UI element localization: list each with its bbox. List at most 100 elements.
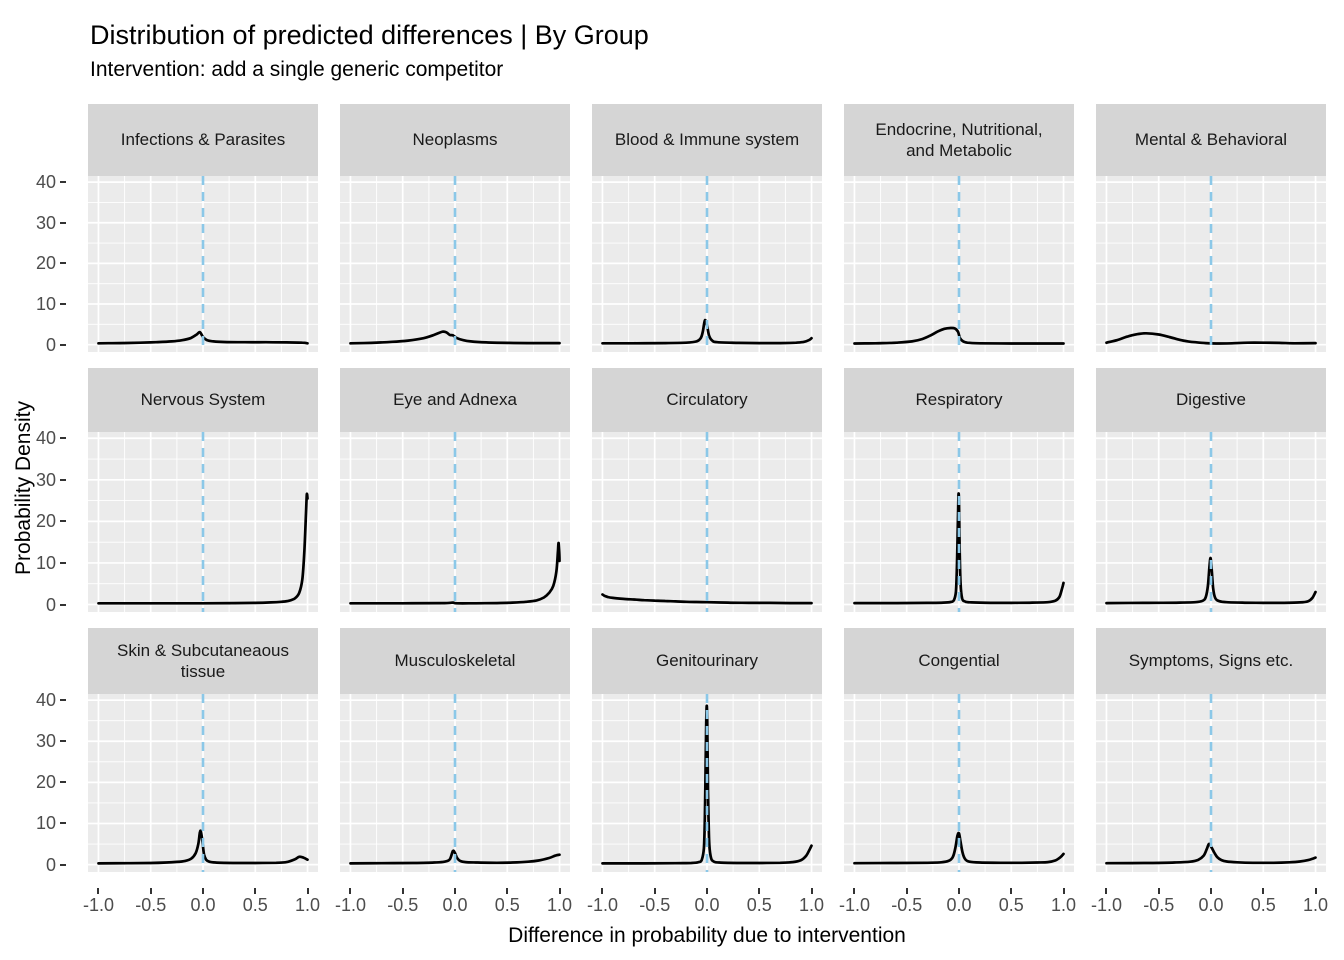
x-tick-label: 0.0 (946, 895, 972, 915)
facet-cell: Musculoskeletal (340, 628, 570, 872)
x-tick-label: 0.0 (190, 895, 216, 915)
density-panel (592, 694, 822, 872)
x-tick-mark (853, 888, 856, 894)
density-curve (349, 541, 561, 605)
x-axis-spacer (0, 888, 66, 918)
facet-cell: Infections & Parasites (88, 104, 318, 352)
x-tick-mark (810, 888, 813, 894)
x-tick-mark (349, 888, 352, 894)
y-tick-mark (60, 781, 66, 784)
facet-strip-label: Mental & Behavioral (1096, 104, 1326, 176)
x-tick-label: 0.5 (1250, 895, 1276, 915)
x-tick-mark (401, 888, 404, 894)
x-tick-mark (254, 888, 257, 894)
y-tick-label: 0 (45, 334, 56, 355)
y-tick-mark (60, 863, 66, 866)
y-tick-mark (60, 181, 66, 184)
x-tick-label: -1.0 (82, 895, 114, 915)
facet-strip-label: Endocrine, Nutritional, and Metabolic (844, 104, 1074, 176)
y-tick-label: 10 (35, 552, 56, 573)
x-tick-label: 0.5 (494, 895, 520, 915)
density-panel (1096, 176, 1326, 352)
density-panel (844, 694, 1074, 872)
y-tick-label: 40 (35, 172, 56, 193)
density-curve (97, 492, 309, 605)
y-tick-label: 10 (35, 294, 56, 315)
facet-row: 0 10 20 30 40 Infections & Parasites Neoplasms… (0, 104, 1344, 355)
facet-grid: 0 10 20 30 40 Infections & Parasites Neoplasms… (0, 104, 1344, 918)
facet-cell: Endocrine, Nutritional, and Metabolic (844, 104, 1074, 352)
x-axis-cell: -1.0 -0.5 0.0 0.5 1.0 (1091, 888, 1328, 918)
x-tick-mark (558, 888, 561, 894)
facet-strip-label: Skin & Subcutaneaous tissue (88, 628, 318, 694)
facet-strip-label: Congential (844, 628, 1074, 694)
x-tick-label: -1.0 (334, 895, 366, 915)
x-tick-label: 0.5 (242, 895, 268, 915)
x-tick-label: 1.0 (1303, 895, 1329, 915)
facet-cell: Respiratory (844, 368, 1074, 612)
y-tick-mark (60, 303, 66, 306)
x-tick-mark (1314, 888, 1317, 894)
x-tick-label: 0.0 (694, 895, 720, 915)
density-curve (853, 831, 1065, 865)
y-tick-mark (60, 437, 66, 440)
x-tick-label: -0.5 (891, 895, 923, 915)
density-panel (340, 694, 570, 872)
x-tick-mark (1262, 888, 1265, 894)
x-tick-label: 1.0 (799, 895, 825, 915)
facet-cell: Neoplasms (340, 104, 570, 352)
x-tick-mark (758, 888, 761, 894)
x-tick-label: -0.5 (387, 895, 419, 915)
facet-row: 0 10 20 30 40 Skin & Subcutaneaous tissue Musc… (0, 628, 1344, 875)
density-curve (97, 829, 309, 865)
density-panel (88, 694, 318, 872)
x-tick-mark (306, 888, 309, 894)
density-curve (853, 326, 1065, 345)
density-panel (844, 176, 1074, 352)
facet-strip-label: Blood & Immune system (592, 104, 822, 176)
facet-strip-label: Musculoskeletal (340, 628, 570, 694)
x-axis-cell: -1.0 -0.5 0.0 0.5 1.0 (587, 888, 824, 918)
x-axis-row: -1.0 -0.5 0.0 0.5 1.0 -1.0 -0.5 0.0 0.5 1.0 -1.0 -0… (0, 888, 1344, 918)
facet-cell: Symptoms, Signs etc. (1096, 628, 1326, 872)
density-curve (1105, 331, 1317, 345)
density-curve (1105, 556, 1317, 605)
facet-strip-label: Circulatory (592, 368, 822, 432)
density-curve (601, 704, 813, 865)
facet-strip-label: Respiratory (844, 368, 1074, 432)
y-tick-label: 30 (35, 469, 56, 490)
facet-cell: Congential (844, 628, 1074, 872)
major-gridlines (1096, 694, 1326, 872)
facet-cell: Mental & Behavioral (1096, 104, 1326, 352)
x-tick-mark (653, 888, 656, 894)
x-tick-label: 1.0 (547, 895, 573, 915)
facet-cell: Eye and Adnexa (340, 368, 570, 612)
x-axis-cell: -1.0 -0.5 0.0 0.5 1.0 (335, 888, 572, 918)
y-tick-mark (60, 221, 66, 224)
title-block: Distribution of predicted differences | … (0, 0, 1344, 85)
y-tick-mark (60, 520, 66, 523)
y-axis-gutter: 0 10 20 30 40 (0, 628, 66, 875)
density-panel (340, 176, 570, 352)
x-tick-mark (202, 888, 204, 894)
y-tick-mark (60, 561, 66, 564)
x-tick-mark (706, 888, 708, 894)
x-tick-mark (1210, 888, 1212, 894)
x-tick-mark (1105, 888, 1108, 894)
y-tick-mark (60, 343, 66, 346)
x-tick-mark (506, 888, 509, 894)
density-curve (1105, 842, 1317, 865)
x-tick-mark (1157, 888, 1160, 894)
density-panel (1096, 432, 1326, 612)
density-curve (601, 318, 813, 345)
x-tick-label: 0.5 (998, 895, 1024, 915)
density-panel (592, 176, 822, 352)
y-tick-mark (60, 699, 66, 702)
density-curve (601, 593, 813, 605)
x-tick-mark (1010, 888, 1013, 894)
facet-strip-label: Nervous System (88, 368, 318, 432)
density-panel (88, 176, 318, 352)
facet-cell: Circulatory (592, 368, 822, 612)
facet-cell: Digestive (1096, 368, 1326, 612)
facet-strip-label: Symptoms, Signs etc. (1096, 628, 1326, 694)
